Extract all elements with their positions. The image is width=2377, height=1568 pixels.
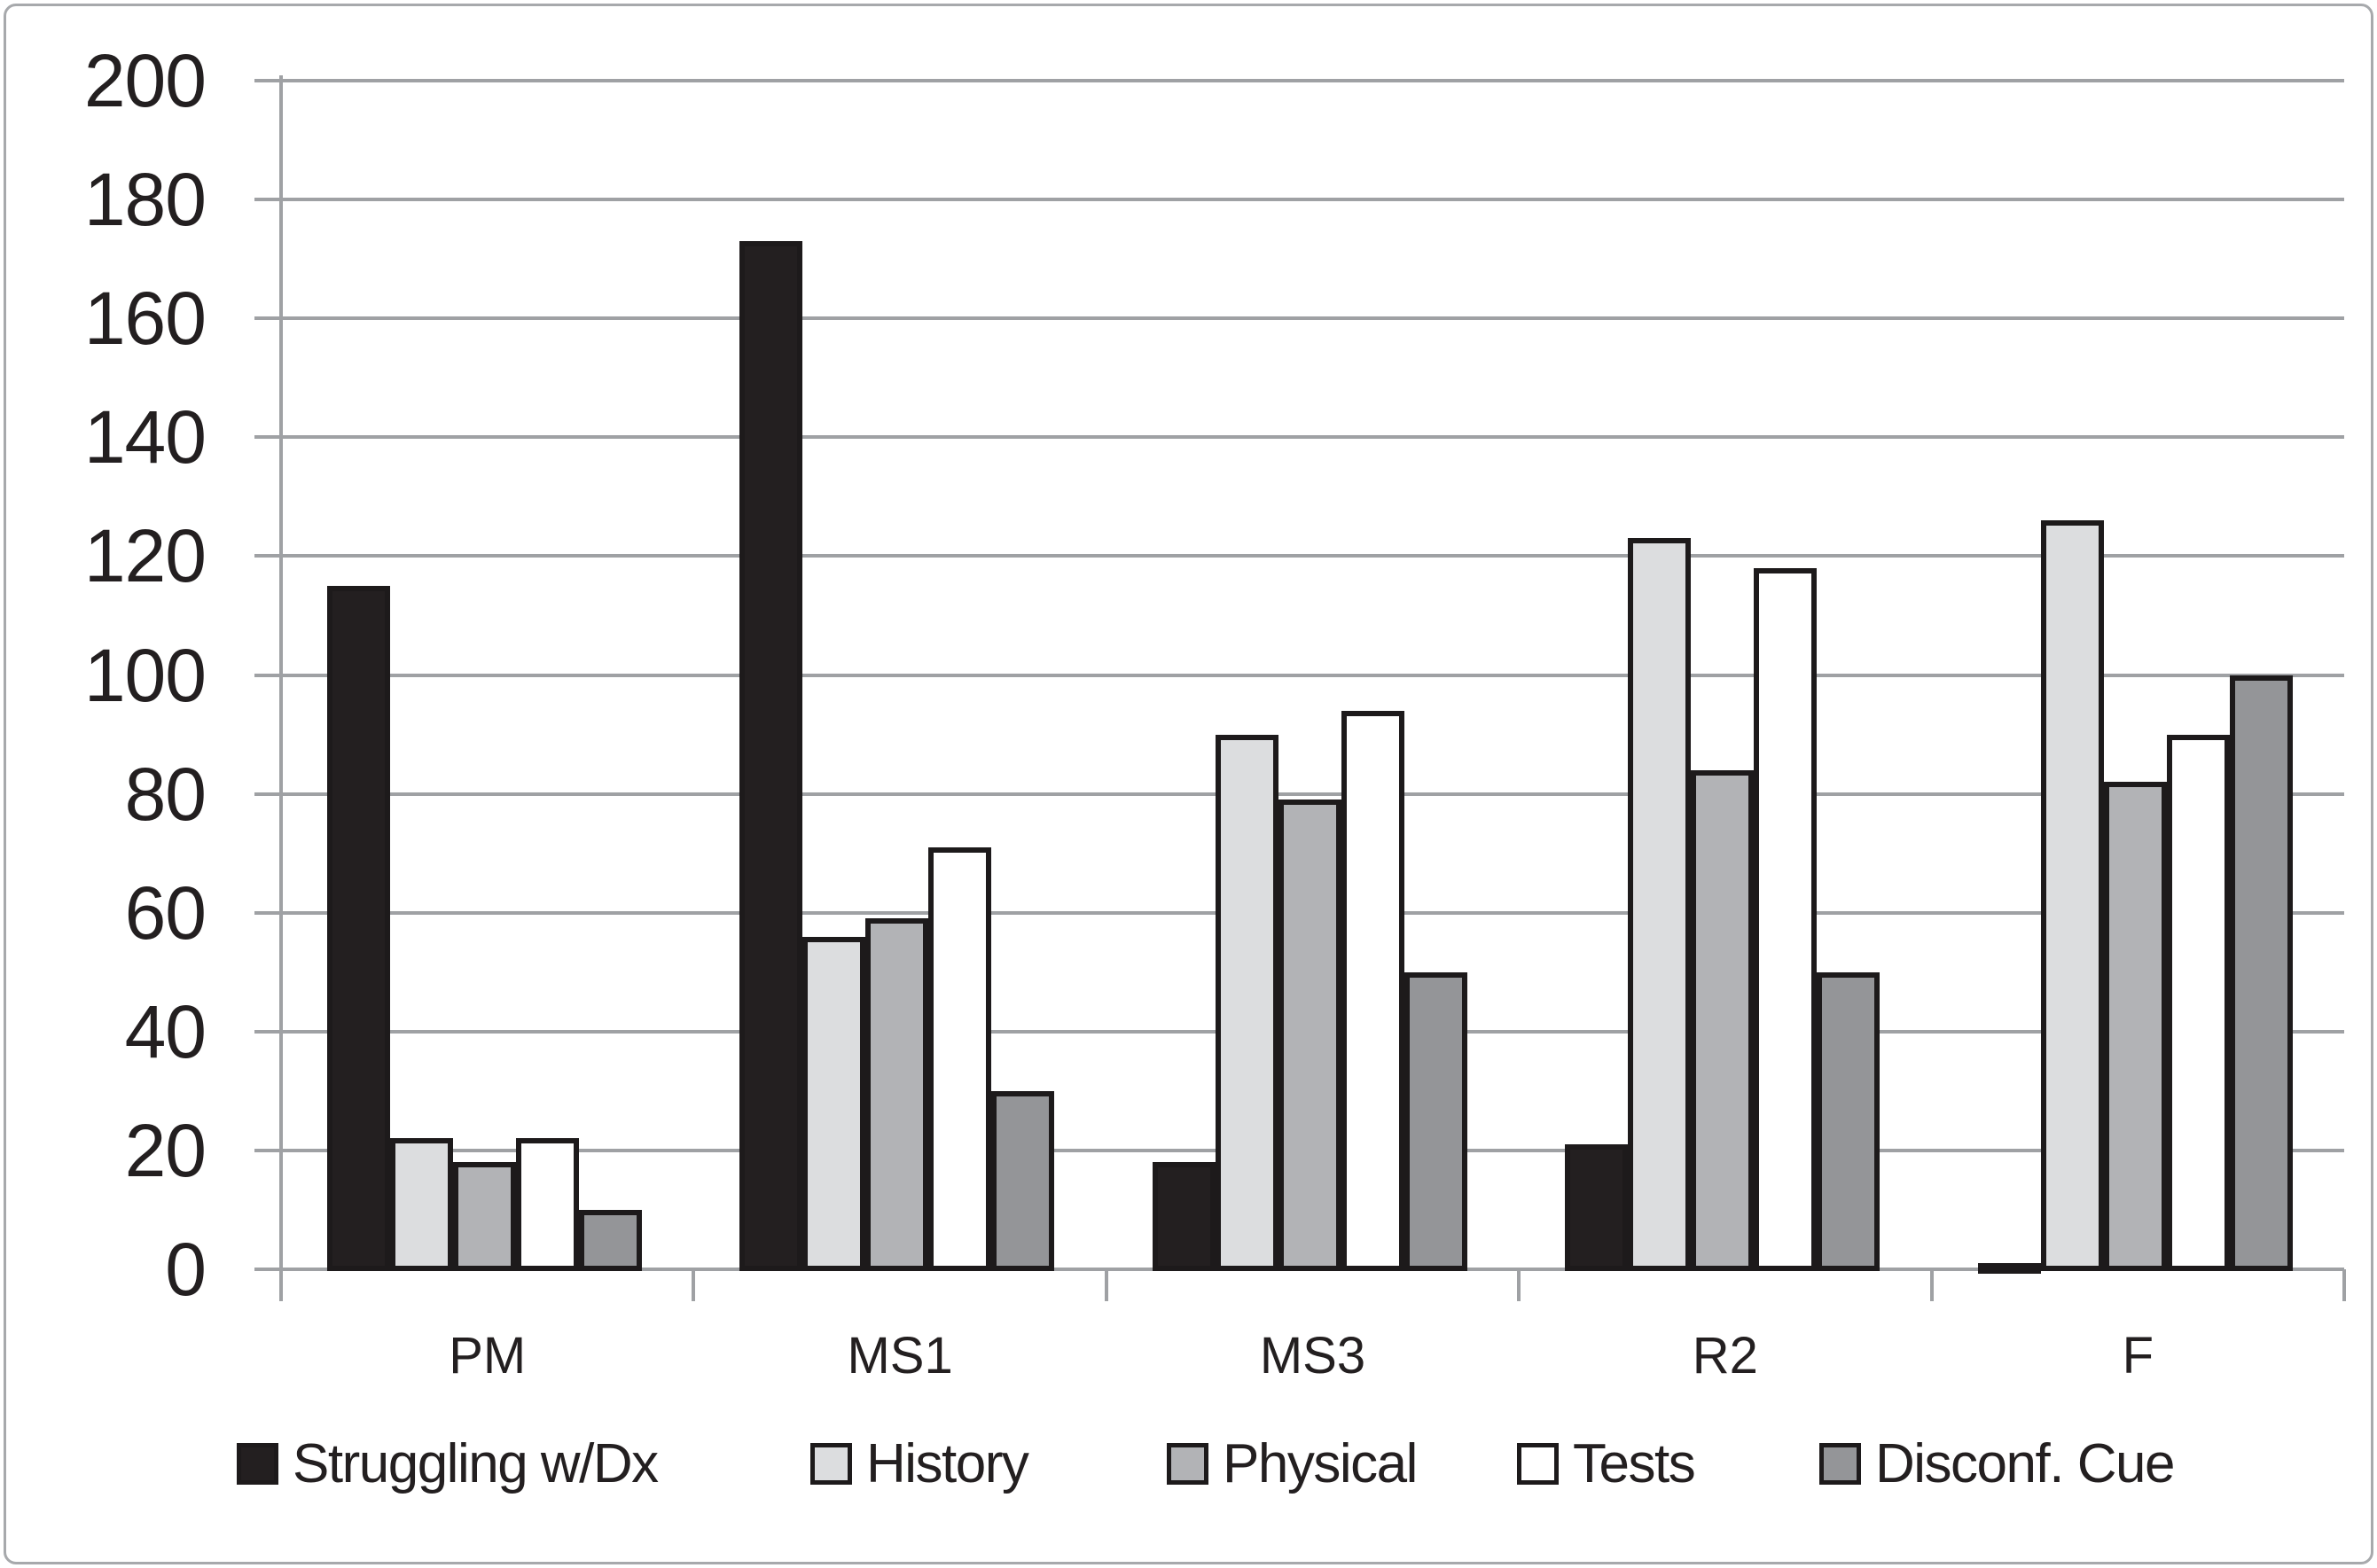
x-axis-category-label: F [2122,1327,2154,1385]
bar-disconf-cue-f [2229,675,2293,1271]
bar-disconf-cue-pm [579,1209,642,1271]
bar-tests-r2 [1754,567,1818,1271]
legend-item-disconf-cue: Disconf. Cue [1819,1433,2175,1494]
bar-struggling-w-dx-r2 [1565,1144,1629,1271]
bar-disconf-cue-ms3 [1404,971,1467,1271]
legend-swatch-struggling-w-dx-icon [237,1442,278,1485]
bar-history-r2 [1628,538,1692,1271]
y-axis-tick-label: 120 [83,514,207,598]
bar-tests-f [2166,734,2230,1271]
bar-tests-pm [516,1138,579,1271]
x-axis-tick [692,1269,696,1301]
bar-disconf-cue-ms1 [991,1090,1055,1271]
bar-physical-f [2103,782,2167,1271]
y-axis-tick-label: 60 [124,870,207,955]
legend-item-history: History [810,1433,1029,1494]
legend-swatch-tests-icon [1517,1442,1559,1485]
y-axis-tick-label: 0 [165,1228,207,1311]
bar-tests-ms3 [1341,710,1404,1271]
y-axis-tick-label: 140 [83,395,207,480]
bar-tests-ms1 [928,846,992,1271]
y-axis-tick-label: 80 [124,752,207,836]
bar-disconf-cue-r2 [1817,971,1880,1271]
x-axis-tick [1517,1269,1521,1301]
x-axis-tick [1929,1269,1934,1301]
legend-label: Physical [1223,1432,1418,1494]
bar-history-pm [390,1138,453,1271]
y-axis-tick-label: 200 [83,39,207,122]
x-axis-tick [279,1269,283,1301]
x-axis-category-label: PM [449,1327,527,1385]
x-axis-tick [1104,1269,1108,1301]
bar-physical-pm [453,1162,516,1271]
y-axis-tick-label: 100 [83,633,207,717]
bar-physical-r2 [1691,769,1755,1271]
legend-item-tests: Tests [1517,1433,1696,1494]
gridline [254,316,2344,321]
legend-item-struggling-w-dx: Struggling w/Dx [237,1433,659,1494]
gridline [254,435,2344,440]
bar-struggling-w-dx-ms1 [739,241,803,1271]
bar-history-ms1 [802,936,866,1271]
gridline [254,792,2344,796]
bar-history-ms3 [1215,734,1278,1271]
legend-label: Disconf. Cue [1875,1432,2175,1494]
y-axis-tick-label: 180 [83,158,207,242]
bar-struggling-w-dx-f [1977,1263,2041,1275]
legend-swatch-history-icon [810,1442,852,1485]
x-axis-category-label: MS1 [847,1327,953,1385]
gridline [254,79,2344,82]
legend-swatch-physical-icon [1167,1442,1208,1485]
gridline [254,554,2344,558]
legend-item-physical: Physical [1167,1433,1418,1494]
legend-label: History [866,1432,1029,1494]
bar-physical-ms3 [1278,800,1341,1271]
legend-label: Tests [1573,1432,1696,1494]
gridline [254,673,2344,677]
bar-struggling-w-dx-pm [327,585,390,1271]
x-axis-category-label: R2 [1692,1327,1758,1385]
gridline [254,198,2344,202]
x-axis-category-label: MS3 [1259,1327,1366,1385]
x-axis-tick [2342,1269,2346,1301]
y-axis-line [279,75,283,1291]
bar-physical-ms1 [865,918,929,1271]
y-axis-tick-label: 40 [124,989,207,1073]
legend-swatch-disconf-cue-icon [1819,1442,1861,1485]
legend-label: Struggling w/Dx [293,1432,659,1494]
bar-history-f [2040,520,2104,1271]
bar-struggling-w-dx-ms3 [1152,1162,1216,1271]
y-axis-tick-label: 160 [83,277,207,361]
y-axis-tick-label: 20 [124,1108,207,1192]
